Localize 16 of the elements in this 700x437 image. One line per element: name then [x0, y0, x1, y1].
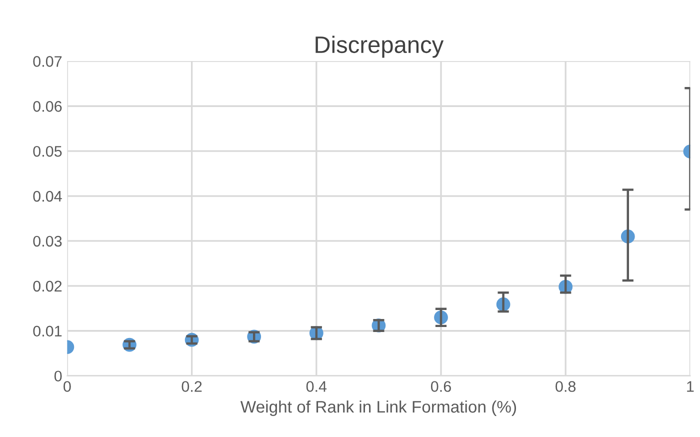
- x-tick-label: 1: [687, 381, 694, 392]
- x-tick-label: 0.4: [306, 381, 327, 392]
- y-tick-label: 0.04: [33, 190, 62, 202]
- x-tick-label: 0.2: [182, 381, 202, 392]
- x-tick-label: 0.6: [430, 381, 451, 392]
- x-tick-label: 0: [64, 381, 71, 392]
- x-tick-label: 0.8: [556, 381, 576, 392]
- y-tick-label: 0.03: [33, 236, 62, 247]
- y-tick-label: 0.07: [33, 56, 62, 67]
- y-tick-label: 0.06: [33, 100, 62, 112]
- y-tick-label: 0.02: [33, 280, 62, 292]
- y-tick-label: 0.01: [33, 326, 62, 337]
- chart-title: Discrepancy: [316, 36, 444, 58]
- y-tick-label: 0: [54, 370, 62, 382]
- x-axis-title: Weight of Rank in Link Formation (%): [240, 400, 516, 416]
- y-tick-label: 0.05: [33, 146, 62, 157]
